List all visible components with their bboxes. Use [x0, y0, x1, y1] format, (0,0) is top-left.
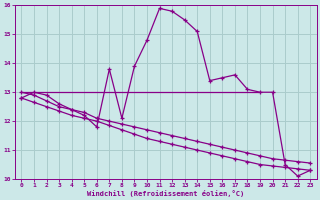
X-axis label: Windchill (Refroidissement éolien,°C): Windchill (Refroidissement éolien,°C)	[87, 190, 244, 197]
